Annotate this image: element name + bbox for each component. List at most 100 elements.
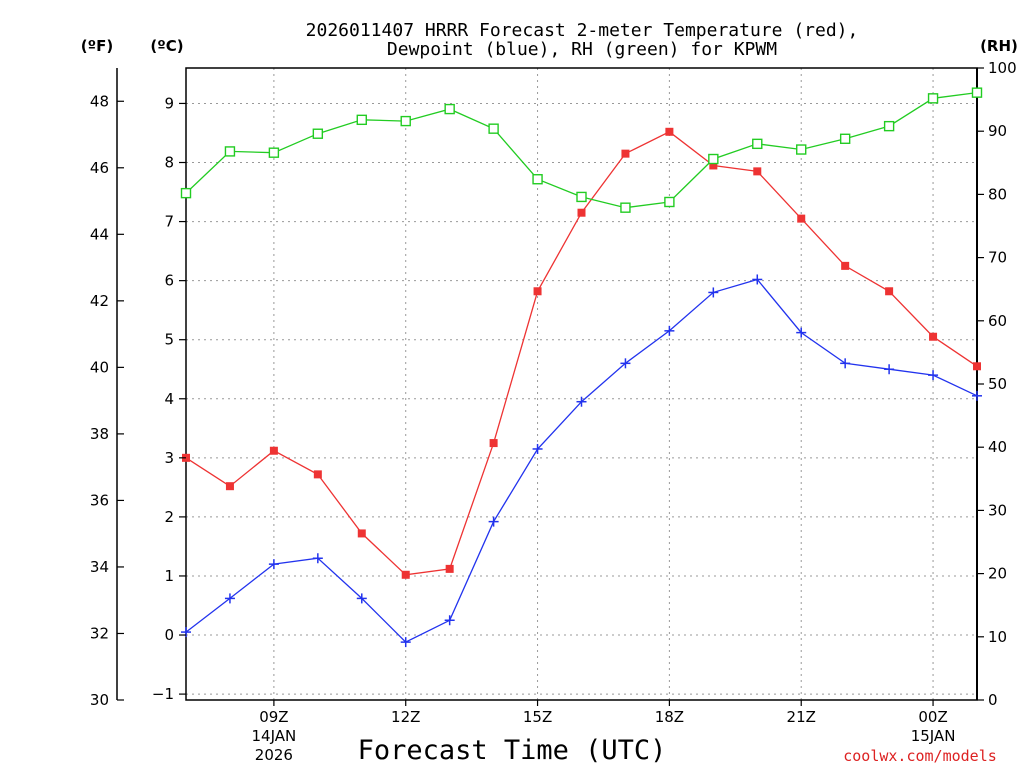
dewpoint-point [972, 390, 982, 401]
x-axis-title: Forecast Time (UTC) [358, 735, 667, 766]
x-date-label: 14JAN [252, 727, 297, 745]
x-tick-label: 12Z [391, 708, 420, 726]
temperature-point [885, 287, 894, 296]
rh-point [532, 174, 543, 185]
temperature-point [797, 214, 806, 223]
dewpoint-point [840, 358, 851, 369]
fahrenheit-tick-label: 48 [90, 92, 109, 110]
celsius-tick-label: −1 [152, 685, 174, 703]
temperature-point [445, 564, 454, 573]
rh-tick-label: 10 [988, 628, 1007, 646]
fahrenheit-tick-label: 34 [90, 558, 109, 576]
rh-point [752, 138, 763, 150]
fahrenheit-tick-label: 42 [90, 292, 109, 310]
rh-tick-label: 40 [988, 438, 1007, 456]
celsius-tick-label: 5 [164, 331, 174, 349]
rh-tick-label: 100 [988, 59, 1017, 77]
temperature-point [665, 127, 674, 136]
rh-point [971, 87, 983, 98]
celsius-tick-label: 4 [164, 390, 174, 408]
series-layer [180, 87, 983, 648]
rh-point [576, 191, 587, 203]
temperature-point [973, 362, 981, 371]
dewpoint-point [620, 358, 631, 369]
temperature-point [313, 470, 322, 479]
x-tick-label: 21Z [787, 708, 816, 726]
dewpoint-point [576, 396, 587, 407]
rh-point [488, 123, 499, 134]
rh-line [185, 91, 978, 209]
x-year-label: 2026 [255, 746, 293, 764]
dewpoint-point [224, 593, 235, 604]
dewpoint-series [181, 274, 982, 648]
temperature-point [577, 208, 586, 217]
fahrenheit-unit-label: (ºF) [81, 37, 113, 55]
temperature-point [841, 261, 850, 270]
fahrenheit-tick-label: 44 [90, 225, 109, 243]
rh-tick-label: 80 [988, 185, 1007, 203]
rh-tick-label: 70 [988, 249, 1007, 267]
dewpoint-point [444, 615, 455, 626]
temperature-point [225, 482, 234, 491]
x-tick-label: 15Z [523, 708, 552, 726]
dewpoint-point [400, 637, 411, 648]
fahrenheit-tick-label: 32 [90, 624, 109, 642]
rh-point [400, 115, 411, 127]
temperature-point [533, 287, 542, 296]
rh-point [180, 187, 192, 199]
celsius-tick-label: 1 [164, 567, 174, 585]
dewpoint-point [796, 327, 807, 338]
rh-point [312, 128, 324, 139]
x-tick-label: 09Z [259, 708, 288, 726]
temperature-point [489, 439, 498, 448]
x-date-label: 15JAN [911, 727, 956, 745]
celsius-tick-label: 8 [164, 154, 174, 172]
dewpoint-point [356, 593, 367, 604]
rh-point [444, 103, 455, 115]
axes-layer: −101234567893032343638404244464801020304… [90, 59, 1017, 764]
x-tick-label: 00Z [918, 708, 947, 726]
rh-unit-label: (RH) [980, 37, 1018, 55]
celsius-tick-label: 7 [164, 213, 174, 231]
temperature-point [269, 446, 278, 455]
rh-point [268, 147, 280, 158]
dewpoint-point [708, 287, 719, 298]
dewpoint-point [532, 443, 543, 454]
chart-title-line-1: 2026011407 HRRR Forecast 2-meter Tempera… [306, 20, 859, 41]
fahrenheit-tick-label: 30 [90, 691, 109, 709]
rh-tick-label: 0 [988, 691, 998, 709]
dewpoint-line [185, 278, 978, 643]
chart-title-line-2: Dewpoint (blue), RH (green) for KPWM [387, 39, 777, 60]
rh-point [839, 133, 851, 144]
rh-point [927, 93, 939, 104]
dewpoint-point [312, 553, 323, 564]
rh-series [180, 87, 983, 213]
rh-tick-label: 30 [988, 501, 1007, 519]
temperature-point [401, 570, 410, 579]
fahrenheit-tick-label: 38 [90, 425, 109, 443]
fahrenheit-tick-label: 46 [90, 159, 109, 177]
temperature-point [357, 529, 366, 538]
celsius-tick-label: 3 [164, 449, 174, 467]
dewpoint-point [928, 370, 939, 381]
fahrenheit-tick-label: 36 [90, 491, 109, 509]
rh-point [883, 120, 895, 132]
temperature-point [621, 149, 630, 158]
x-tick-label: 18Z [655, 708, 684, 726]
temperature-point [753, 167, 762, 176]
rh-point [664, 196, 675, 208]
celsius-unit-label: (ºC) [150, 37, 183, 55]
rh-point [796, 144, 807, 155]
rh-point [224, 146, 236, 157]
temperature-point [709, 161, 718, 170]
dewpoint-point [884, 364, 895, 375]
celsius-tick-label: 6 [164, 272, 174, 290]
rh-tick-label: 60 [988, 312, 1007, 330]
rh-tick-label: 20 [988, 565, 1007, 583]
rh-tick-label: 50 [988, 375, 1007, 393]
celsius-tick-label: 9 [164, 94, 174, 112]
rh-point [356, 114, 367, 126]
dewpoint-point [488, 516, 499, 527]
dewpoint-point [268, 559, 279, 570]
